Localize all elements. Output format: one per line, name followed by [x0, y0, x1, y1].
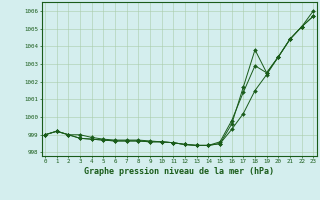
- X-axis label: Graphe pression niveau de la mer (hPa): Graphe pression niveau de la mer (hPa): [84, 167, 274, 176]
